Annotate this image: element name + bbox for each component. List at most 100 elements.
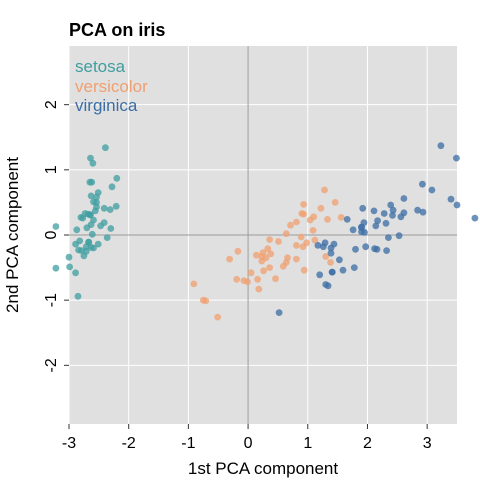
point-virginica [380, 210, 388, 217]
point-versicolor [324, 216, 331, 223]
point-virginica [389, 212, 396, 219]
point-virginica [322, 281, 330, 288]
point-virginica [327, 249, 335, 257]
point-virginica [275, 309, 283, 316]
point-versicolor [260, 267, 267, 275]
point-virginica [389, 206, 397, 214]
point-versicolor [311, 236, 319, 244]
x-tick-label: 3 [423, 435, 432, 452]
zero-reference-lines [69, 46, 457, 424]
y-tick-label: 0 [43, 230, 60, 239]
point-setosa [91, 207, 99, 215]
y-tick-label: -1 [43, 293, 60, 307]
x-tick-label: -1 [181, 435, 195, 452]
point-versicolor [267, 250, 275, 258]
point-virginica [387, 201, 395, 209]
point-setosa [83, 224, 91, 232]
point-virginica [395, 232, 403, 240]
point-versicolor [321, 186, 328, 194]
point-virginica [437, 142, 445, 150]
point-virginica [336, 256, 343, 264]
point-versicolor [240, 277, 248, 284]
point-versicolor [226, 255, 234, 263]
point-versicolor [300, 201, 307, 208]
point-virginica [359, 204, 367, 212]
point-setosa [89, 159, 97, 167]
point-versicolor [214, 313, 222, 321]
point-virginica [385, 234, 392, 242]
point-virginica [350, 264, 358, 271]
point-virginica [372, 222, 380, 230]
point-virginica [373, 245, 381, 253]
point-versicolor [306, 216, 314, 224]
point-versicolor [322, 253, 330, 260]
point-versicolor [297, 233, 305, 241]
legend-entry-versicolor: versicolor [75, 77, 148, 96]
point-virginica [314, 242, 322, 249]
point-virginica [339, 266, 347, 274]
point-versicolor [275, 238, 282, 245]
legend-entry-virginica: virginica [75, 96, 138, 115]
point-virginica [453, 201, 461, 209]
y-tick-label: -2 [43, 358, 60, 372]
point-versicolor [259, 249, 267, 256]
point-setosa [72, 269, 79, 277]
point-setosa [87, 154, 94, 162]
point-versicolor [272, 275, 279, 283]
x-tick-label: -3 [62, 435, 76, 452]
point-setosa [73, 226, 81, 234]
x-axis-title: 1st PCA component [188, 459, 339, 478]
point-virginica [343, 216, 351, 223]
point-setosa [75, 246, 82, 254]
data-points [52, 142, 479, 321]
point-versicolor [254, 275, 261, 283]
x-tick-label: 0 [244, 435, 253, 452]
point-versicolor [233, 275, 241, 283]
point-setosa [88, 230, 96, 238]
point-versicolor [264, 245, 272, 253]
point-virginica [383, 247, 390, 255]
point-setosa [86, 178, 94, 186]
y-tick-label: 1 [43, 165, 60, 174]
point-virginica [328, 268, 336, 276]
point-versicolor [202, 297, 210, 305]
point-setosa [102, 144, 109, 152]
point-virginica [397, 213, 405, 221]
point-versicolor [293, 218, 300, 226]
point-versicolor [309, 227, 317, 234]
point-setosa [82, 247, 90, 255]
point-versicolor [284, 254, 291, 262]
legend: setosa versicolor virginica [75, 57, 148, 115]
point-setosa [74, 292, 82, 300]
point-setosa [106, 206, 114, 214]
point-setosa [100, 219, 108, 227]
point-versicolor [190, 280, 198, 288]
point-setosa [107, 225, 115, 232]
point-versicolor [266, 264, 273, 271]
point-versicolor [266, 236, 273, 244]
point-versicolor [337, 214, 345, 221]
point-versicolor [279, 262, 287, 270]
point-setosa [112, 202, 120, 210]
point-versicolor [293, 255, 300, 263]
point-setosa [79, 214, 87, 222]
legend-entry-setosa: setosa [75, 57, 126, 76]
point-virginica [453, 154, 460, 162]
x-tick-label: 1 [303, 435, 312, 452]
point-setosa [76, 237, 84, 245]
point-virginica [419, 208, 427, 216]
point-virginica [316, 271, 324, 279]
point-setosa [100, 204, 108, 212]
point-virginica [358, 223, 365, 231]
point-virginica [471, 214, 479, 222]
point-versicolor [298, 210, 306, 217]
x-axis-ticks: -3 -2 -1 0 1 2 3 [62, 424, 432, 452]
point-virginica [414, 206, 421, 214]
point-setosa [90, 244, 97, 252]
point-setosa [93, 199, 100, 206]
point-virginica [330, 240, 338, 248]
point-versicolor [247, 269, 255, 277]
point-versicolor [300, 266, 308, 274]
point-setosa [66, 263, 73, 271]
